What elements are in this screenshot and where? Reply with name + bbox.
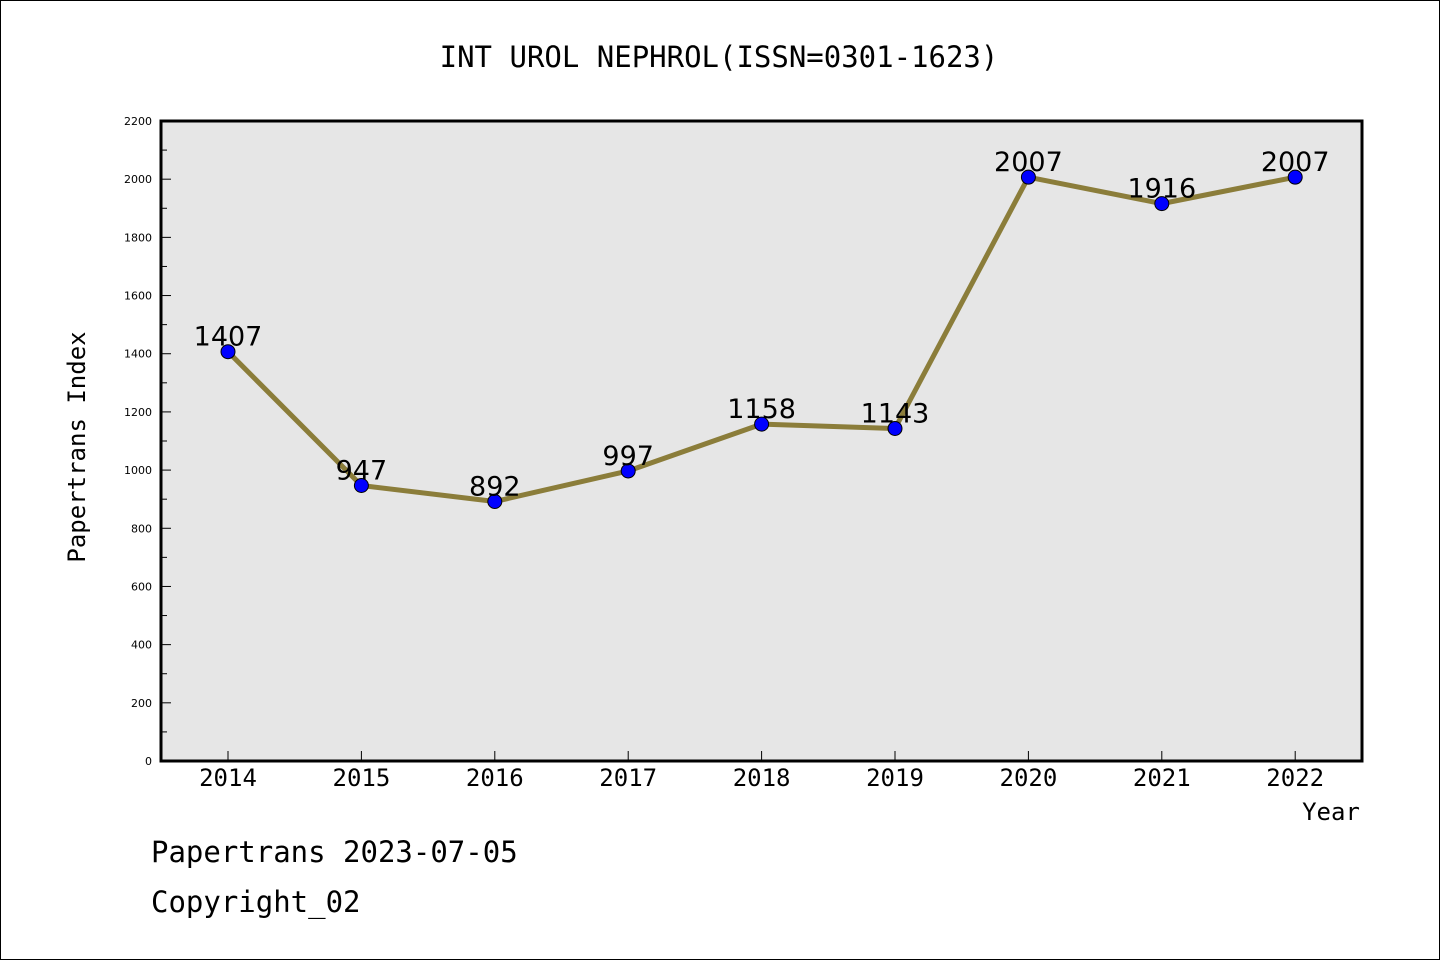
data-point <box>1020 169 1036 185</box>
date-stamp: Papertrans 2023-07-05 <box>151 835 518 869</box>
y-tick-label: 1400 <box>124 348 152 361</box>
data-label: 997 <box>602 441 654 472</box>
x-tick-label: 2022 <box>1266 764 1324 792</box>
data-point <box>1154 196 1170 212</box>
x-tick-label: 2015 <box>333 764 391 792</box>
y-tick-label: 2200 <box>124 115 152 128</box>
y-tick-label: 0 <box>145 755 152 768</box>
y-tick-label: 1200 <box>124 406 152 419</box>
x-tick-label: 2020 <box>1000 764 1058 792</box>
x-tick-label: 2019 <box>866 764 924 792</box>
x-tick-label: 2021 <box>1133 764 1191 792</box>
data-point <box>487 494 503 510</box>
chart-title: INT UROL NEPHROL(ISSN=0301-1623) <box>440 40 999 74</box>
y-tick-label: 1000 <box>124 464 152 477</box>
y-tick-label: 200 <box>131 697 152 710</box>
x-tick-label: 2016 <box>466 764 524 792</box>
y-tick-label: 1800 <box>124 231 152 244</box>
data-label: 2007 <box>994 147 1063 178</box>
data-point <box>887 420 903 436</box>
y-axis: 0 200 400 600 800 1000 1200 1400 1600 1800 2000 220… <box>124 115 171 768</box>
data-point <box>620 463 636 479</box>
x-tick-label: 2017 <box>599 764 657 792</box>
x-axis-label: Year <box>1302 798 1360 826</box>
data-point <box>220 344 236 360</box>
x-tick-label: 2014 <box>199 764 257 792</box>
data-label: 1916 <box>1127 174 1196 205</box>
data-point <box>353 478 369 494</box>
data-label: 892 <box>469 472 521 503</box>
plot-area <box>159 119 1364 763</box>
copyright-text: Copyright_02 <box>151 885 361 919</box>
y-tick-label: 400 <box>131 639 152 652</box>
data-label: 1158 <box>727 394 796 425</box>
data-label: 1143 <box>861 398 930 429</box>
y-tick-label: 1600 <box>124 290 152 303</box>
x-tick-label: 2018 <box>733 764 791 792</box>
y-tick-label: 2000 <box>124 173 152 186</box>
y-axis-label: Papertrans Index <box>63 331 91 562</box>
data-label: 2007 <box>1261 147 1330 178</box>
y-tick-label: 800 <box>131 522 152 535</box>
data-label: 1407 <box>194 322 263 353</box>
y-tick-label: 600 <box>131 580 152 593</box>
series-layer: 1407 947 892 997 1158 1143 2007 1916 2007 <box>194 147 1330 510</box>
data-point <box>1287 169 1303 185</box>
data-label: 947 <box>336 456 388 487</box>
data-point <box>754 416 770 432</box>
x-axis: 2014 2015 2016 2017 2018 2019 2020 2021 2022 <box>199 751 1324 792</box>
